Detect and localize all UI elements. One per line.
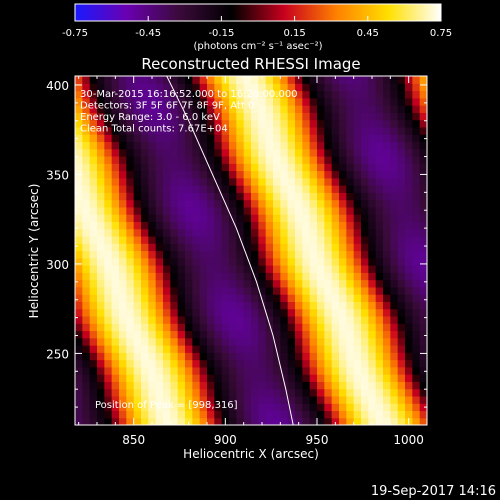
annotation-line: Detectors: 3F 5F 6F 7F 8F 9F, Att 0: [80, 101, 254, 112]
annotation-line: 30-Mar-2015 16:16:52.000 to 16:20:00.000: [80, 89, 298, 100]
x-axis-label: Heliocentric X (arcsec): [183, 447, 319, 461]
y-tick-label: 300: [46, 258, 69, 272]
colorbar: -0.75 -0.45 -0.15 0.15 0.45 0.75 (photons cm⁻…: [62, 3, 452, 52]
colorbar-gradient: [74, 3, 442, 22]
colorbar-tick-label: -0.75: [62, 28, 88, 39]
colorbar-tick-label: -0.15: [208, 28, 234, 39]
colorbar-label: (photons cm⁻² s⁻¹ asec⁻²): [193, 41, 322, 52]
colorbar-tick-label: 0.45: [357, 28, 379, 39]
chart-title: Reconstructed RHESSI Image: [141, 55, 360, 73]
annotation-line: Energy Range: 3.0 - 6.0 keV: [80, 112, 220, 123]
y-axis-ticks: 250 300 350 400: [46, 79, 427, 426]
x-axis-ticks: 850 900 950 1000: [78, 76, 428, 447]
y-tick-label: 400: [46, 79, 69, 93]
heatmap-image: [75, 76, 427, 425]
x-tick-label: 1000: [393, 433, 424, 447]
x-tick-label: 850: [122, 433, 145, 447]
colorbar-tick-label: -0.45: [135, 28, 161, 39]
plot-frame: [74, 75, 428, 426]
y-tick-label: 350: [46, 168, 69, 182]
solar-limb-curve: [166, 76, 294, 425]
x-tick-label: 900: [214, 433, 237, 447]
colorbar-tick-label: 0.75: [430, 28, 452, 39]
y-tick-label: 250: [46, 347, 69, 361]
annotation-block: 30-Mar-2015 16:16:52.000 to 16:20:00.000…: [80, 89, 298, 135]
footer-date: 19-Sep-2017 14:16: [371, 484, 496, 499]
peak-position-label: Position of Peak = [998,316]: [95, 400, 238, 411]
annotation-line: Clean Total counts: 7.67E+04: [80, 124, 228, 135]
x-tick-label: 950: [306, 433, 329, 447]
y-axis-label: Heliocentric Y (arcsec): [27, 184, 41, 319]
colorbar-ticks: -0.75 -0.45 -0.15 0.15 0.45 0.75: [62, 16, 452, 39]
colorbar-tick-label: 0.15: [283, 28, 305, 39]
